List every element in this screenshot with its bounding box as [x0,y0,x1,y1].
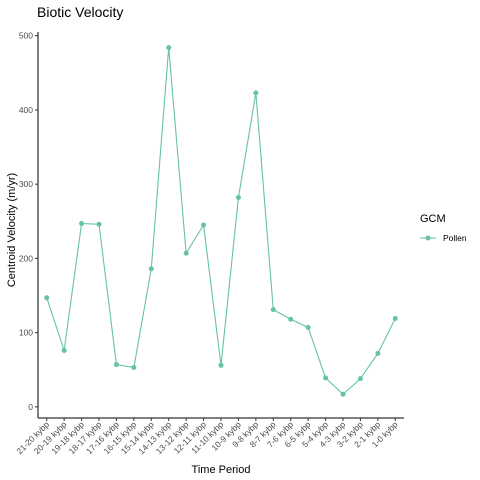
legend-title: GCM [420,213,446,225]
data-point [183,250,189,256]
data-point [79,221,85,227]
data-point [44,295,50,301]
y-tick-label: 500 [19,31,33,41]
data-point [357,376,363,382]
data-point [270,307,276,313]
data-point [113,362,119,368]
chart-title: Biotic Velocity [37,4,123,20]
series-line-pollen [46,47,396,395]
data-point [235,195,241,201]
data-point [96,221,102,227]
data-point [375,350,381,356]
data-point [392,316,398,322]
data-point [131,365,137,371]
data-point [148,266,154,272]
y-tick-label: 200 [19,253,33,263]
data-point [61,347,67,353]
series-layer [44,45,398,397]
data-point [323,375,329,381]
data-point [253,90,259,96]
y-tick-label: 100 [19,328,33,338]
y-axis-title: Centroid Velocity (m/yr) [6,173,18,287]
legend: GCM Pollen [420,213,467,243]
data-point [340,391,346,397]
y-tick-label: 400 [19,105,33,115]
y-tick-label: 300 [19,179,33,189]
x-axis-title: Time Period [192,464,251,476]
data-point [305,324,311,330]
legend-key-point [425,235,431,241]
data-point [201,222,207,228]
data-point [218,362,224,368]
legend-label-pollen: Pollen [443,233,467,243]
y-tick-label: 0 [28,402,33,412]
data-point [166,45,172,51]
data-point [288,316,294,322]
